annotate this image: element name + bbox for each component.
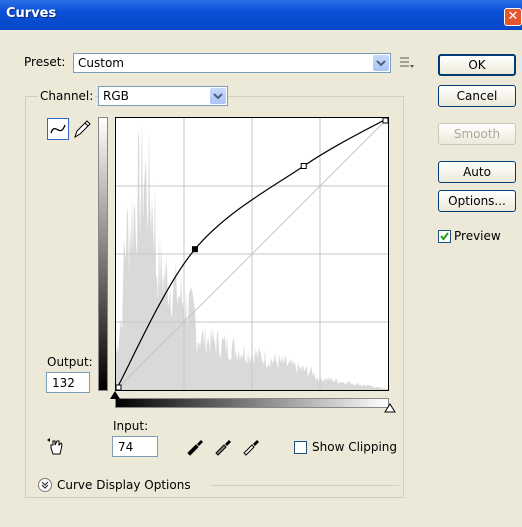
close-icon[interactable]: ✕ — [504, 8, 522, 26]
channel-select[interactable]: RGB — [98, 86, 228, 106]
pencil-tool-icon[interactable] — [71, 118, 93, 140]
channel-value: RGB — [103, 89, 129, 103]
curve-points — [116, 118, 388, 390]
smooth-button[interactable]: Smooth — [438, 123, 516, 145]
show-clipping-label: Show Clipping — [312, 440, 398, 454]
input-field[interactable]: 74 — [112, 436, 158, 457]
ok-button[interactable]: OK — [438, 54, 516, 76]
curve-graph[interactable] — [115, 117, 389, 391]
channel-label: Channel: — [38, 89, 96, 103]
output-gradient-bar — [98, 117, 108, 391]
black-eyedropper-icon[interactable] — [185, 436, 205, 456]
curve-control-point — [300, 163, 307, 169]
targeted-adjustment-hand-icon[interactable] — [46, 437, 66, 457]
white-eyedropper-icon[interactable] — [241, 436, 261, 456]
preview-checkbox[interactable] — [438, 230, 451, 243]
auto-button[interactable]: Auto — [438, 161, 516, 183]
preset-label: Preset: — [24, 55, 66, 69]
divider — [211, 485, 399, 486]
curve-point-tool-icon[interactable] — [47, 118, 69, 140]
show-clipping-checkbox[interactable] — [294, 441, 307, 454]
options-button[interactable]: Options... — [438, 190, 516, 212]
cancel-button[interactable]: Cancel — [438, 85, 516, 107]
output-label: Output: — [47, 355, 93, 369]
chevron-down-icon[interactable] — [210, 88, 226, 104]
title-bar: Curves ✕ — [0, 0, 522, 30]
preset-options-icon[interactable] — [398, 55, 416, 71]
window-title: Curves — [6, 6, 57, 21]
output-field[interactable]: 132 — [46, 372, 90, 393]
input-gradient-bar — [115, 398, 389, 408]
input-label: Input: — [113, 419, 149, 433]
preview-label: Preview — [454, 229, 501, 243]
expand-chevron-icon[interactable] — [38, 478, 52, 492]
curve-control-point — [116, 384, 122, 390]
gray-eyedropper-icon[interactable] — [213, 436, 233, 456]
black-point-slider[interactable] — [109, 389, 121, 399]
white-point-slider[interactable] — [384, 402, 396, 413]
curve-display-options-label[interactable]: Curve Display Options — [57, 478, 191, 492]
curve-control-point — [191, 246, 198, 253]
curve-line — [116, 118, 388, 390]
preset-select[interactable]: Custom — [73, 53, 391, 73]
curve-control-point — [382, 118, 388, 124]
baseline-diagonal — [116, 118, 388, 390]
chevron-down-icon[interactable] — [373, 55, 389, 71]
preset-value: Custom — [78, 56, 124, 70]
